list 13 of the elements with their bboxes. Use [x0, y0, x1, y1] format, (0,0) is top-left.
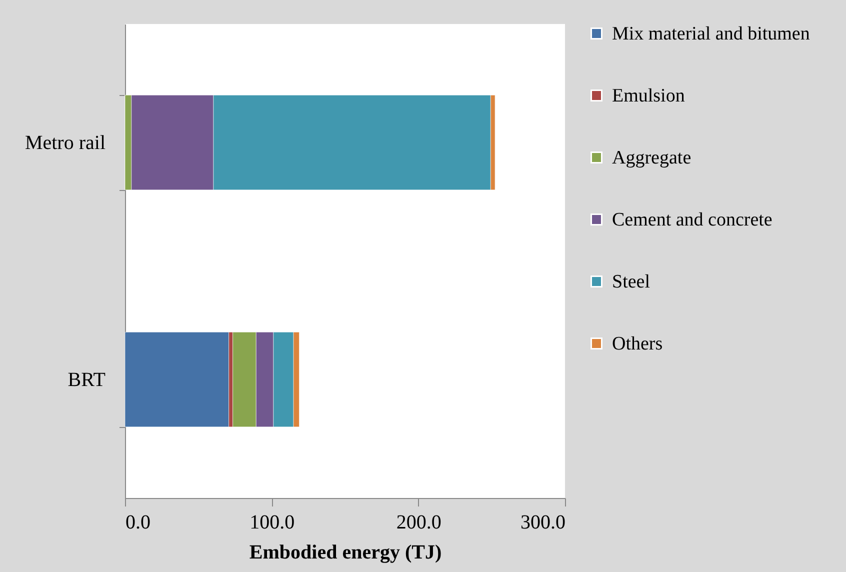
- x-tick-label: 300.0: [520, 512, 566, 534]
- x-tick-label: 100.0: [250, 512, 295, 534]
- y-tick-label: Metro rail: [24, 132, 106, 154]
- legend-label: Emulsion: [612, 86, 686, 106]
- legend-label: Steel: [612, 272, 650, 292]
- x-tick-label: 200.0: [396, 512, 442, 534]
- legend-label: Cement and concrete: [612, 210, 772, 230]
- legend-label: Mix material and bitumen: [612, 24, 810, 44]
- legend-label: Others: [612, 334, 663, 354]
- legend-label: Aggregate: [612, 148, 692, 168]
- x-tick-label: 0.0: [126, 512, 150, 534]
- y-tick-label: BRT: [68, 369, 106, 391]
- x-axis-title: Embodied energy (TJ): [249, 542, 442, 564]
